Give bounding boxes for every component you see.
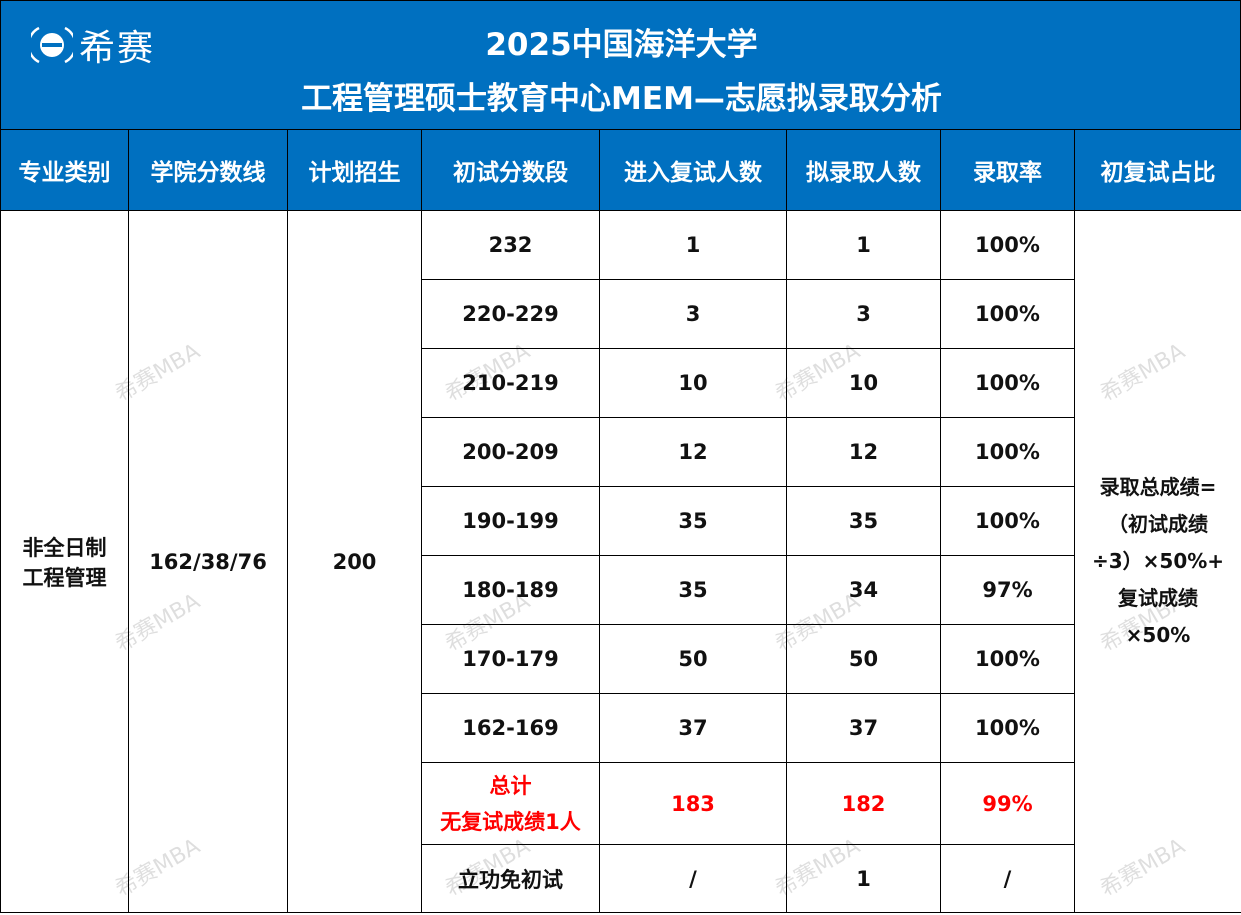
table-row: 220-229 3 3 100% [1,279,1241,349]
retest-cell: 35 [599,486,787,556]
formula-cell: 录取总成绩= （初试成绩 ÷3）×50%+ 复试成绩 ×50% [1074,210,1241,913]
range-cell: 170-179 [421,624,600,694]
header-row: 专业类别 学院分数线 计划招生 初试分数段 进入复试人数 拟录取人数 录取率 初… [0,129,1241,211]
retest-cell: 12 [599,417,787,487]
total-retest: 183 [599,762,787,845]
rate-cell: 100% [940,693,1075,763]
formula-line: 复试成绩 [1118,586,1198,610]
logo: 希赛 [31,19,155,71]
table-row: 200-209 12 12 100% [1,417,1241,487]
total-rate: 99% [940,762,1075,845]
total-admit: 182 [786,762,941,845]
retest-cell: 50 [599,624,787,694]
rate-cell: 100% [940,624,1075,694]
admit-cell: 50 [786,624,941,694]
formula-line: 录取总成绩= [1099,475,1217,499]
exempt-admit: 1 [786,844,941,913]
admit-cell: 35 [786,486,941,556]
table-row: 180-189 35 34 97% [1,555,1241,625]
rate-cell: 100% [940,417,1075,487]
total-label-cell: 总计无复试成绩1人 [421,762,600,845]
admit-cell: 37 [786,693,941,763]
exempt-row: 立功免初试 / 1 / [1,844,1241,913]
col-header: 录取率 [940,129,1075,211]
range-cell: 162-169 [421,693,600,763]
score-line-cell: 162/38/76 [128,210,288,913]
range-cell: 180-189 [421,555,600,625]
formula-line: （初试成绩 [1108,512,1208,536]
major-line1: 非全日制 [22,535,107,560]
retest-cell: 3 [599,279,787,349]
page-title-line2: 工程管理硕士教育中心MEM—志愿拟录取分析 [301,81,942,117]
table-row: 非全日制工程管理 162/38/76 200 232 1 1 100% 录取总成… [0,210,1241,913]
table-row: 210-219 10 10 100% [1,348,1241,418]
logo-e-icon [31,26,73,64]
exempt-retest: / [599,844,787,913]
exempt-rate: / [940,844,1075,913]
rate-cell: 97% [940,555,1075,625]
admission-table: 专业类别 学院分数线 计划招生 初试分数段 进入复试人数 拟录取人数 录取率 初… [0,129,1241,913]
col-header: 进入复试人数 [599,129,787,211]
admit-cell: 34 [786,555,941,625]
retest-cell: 37 [599,693,787,763]
range-cell: 200-209 [421,417,600,487]
col-header: 初复试占比 [1074,129,1241,211]
retest-cell: 10 [599,348,787,418]
rate-cell: 100% [940,279,1075,349]
total-label: 总计 [489,773,532,798]
page-title-line1: 2025中国海洋大学 [485,27,758,63]
total-note: 无复试成绩1人 [440,809,581,834]
plan-cell: 200 [287,210,422,913]
retest-cell: 1 [599,210,787,280]
admit-cell: 1 [786,210,941,280]
admit-cell: 10 [786,348,941,418]
range-cell: 220-229 [421,279,600,349]
range-cell: 232 [421,210,600,280]
exempt-label: 立功免初试 [421,844,600,913]
table-row: 190-199 35 35 100% [1,486,1241,556]
col-header: 拟录取人数 [786,129,941,211]
title-banner: 希赛 2025中国海洋大学 工程管理硕士教育中心MEM—志愿拟录取分析 [0,0,1241,130]
total-row: 总计无复试成绩1人 183 182 99% [1,762,1241,845]
major-line2: 工程管理 [22,565,107,590]
range-cell: 210-219 [421,348,600,418]
table-row: 170-179 50 50 100% [1,624,1241,694]
logo-text: 希赛 [79,28,156,69]
formula-line: ÷3）×50%+ [1091,549,1225,573]
col-header: 计划招生 [287,129,422,211]
col-header: 初试分数段 [421,129,600,211]
admit-cell: 3 [786,279,941,349]
rate-cell: 100% [940,486,1075,556]
major-cell: 非全日制 工程管理 [0,210,129,913]
retest-cell: 35 [599,555,787,625]
col-header: 学院分数线 [128,129,288,211]
admit-cell: 12 [786,417,941,487]
col-header: 专业类别 [0,129,129,211]
range-cell: 190-199 [421,486,600,556]
rate-cell: 100% [940,348,1075,418]
table-row: 162-169 37 37 100% [1,693,1241,763]
formula-line: ×50% [1125,623,1191,647]
rate-cell: 100% [940,210,1075,280]
